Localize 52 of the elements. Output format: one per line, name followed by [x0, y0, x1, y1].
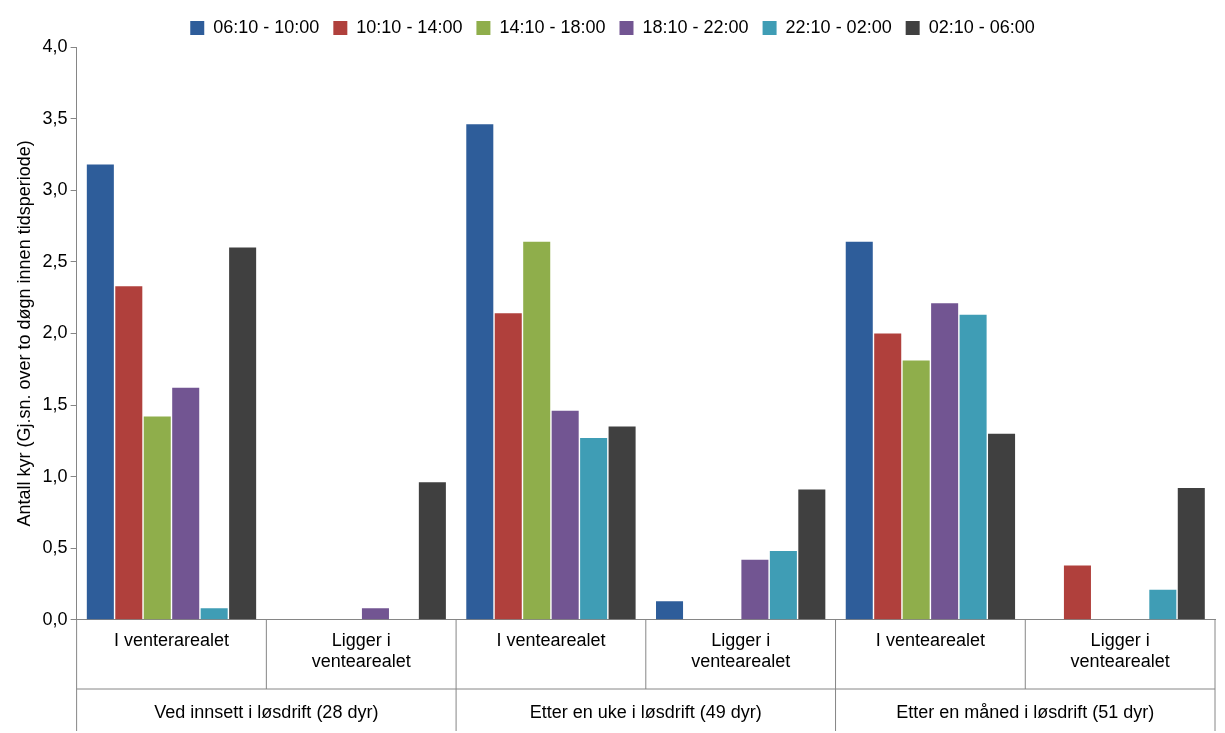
- legend-label: 06:10 - 10:00: [213, 16, 320, 37]
- x-tick-label: Ligger i ventearealet: [1070, 629, 1170, 672]
- bar: [551, 410, 579, 620]
- bar: [361, 608, 389, 620]
- y-tick-label: 1,0: [42, 465, 68, 486]
- bar: [200, 608, 228, 620]
- legend-label: 14:10 - 18:00: [499, 16, 606, 37]
- x-tick-label: I ventearealet: [875, 629, 985, 650]
- y-tick-label: 2,5: [42, 250, 68, 271]
- bar: [580, 437, 608, 620]
- bar: [86, 164, 114, 620]
- bar: [523, 241, 551, 620]
- bar: [115, 286, 143, 620]
- y-axis-title: Antall kyr (Gj.sn. over to døgn innen tidsperiode): [13, 140, 34, 527]
- bar: [988, 433, 1016, 620]
- text: Etter en uke i løsdrift (49 dyr): [529, 701, 762, 722]
- x-tick-label: I venterarealet: [113, 629, 230, 650]
- bar: [656, 601, 684, 620]
- y-tick-label: 4,0: [42, 35, 68, 56]
- bar: [143, 416, 171, 620]
- legend-label: 18:10 - 22:00: [642, 16, 749, 37]
- legend-label: 02:10 - 06:00: [928, 16, 1035, 37]
- y-tick-label: 2,0: [42, 322, 68, 343]
- text: Ved innsett i løsdrift (28 dyr): [154, 701, 379, 722]
- text: Etter en måned i løsdrift (51 dyr): [896, 701, 1155, 722]
- bar: [874, 333, 902, 620]
- y-tick-label: 1,5: [42, 393, 68, 414]
- bar: [229, 247, 257, 620]
- legend-label: 22:10 - 02:00: [785, 16, 892, 37]
- x-tick-label: I ventearealet: [496, 629, 606, 650]
- bar: [902, 360, 930, 620]
- bar: [466, 124, 494, 620]
- y-tick-label: 0,0: [42, 608, 68, 629]
- x-tick-label: Ligger i ventearealet: [691, 629, 791, 672]
- x-tick-label: Ligger i ventearealet: [311, 629, 411, 672]
- bar: [931, 303, 959, 620]
- bar: [172, 387, 200, 620]
- bar: [845, 241, 873, 620]
- legend-label: 10:10 - 14:00: [356, 16, 463, 37]
- bar: [798, 489, 826, 620]
- bar: [608, 426, 636, 620]
- y-tick-label: 3,0: [42, 179, 68, 200]
- y-tick-label: 0,5: [42, 537, 68, 558]
- bar: [959, 314, 987, 620]
- y-tick-label: 3,5: [42, 107, 68, 128]
- bar: [1177, 488, 1205, 620]
- bar: [1149, 589, 1177, 620]
- bar: [418, 482, 446, 620]
- bar: [494, 313, 522, 620]
- bar: [1063, 565, 1091, 620]
- bar: [769, 551, 797, 620]
- bar: [741, 559, 769, 620]
